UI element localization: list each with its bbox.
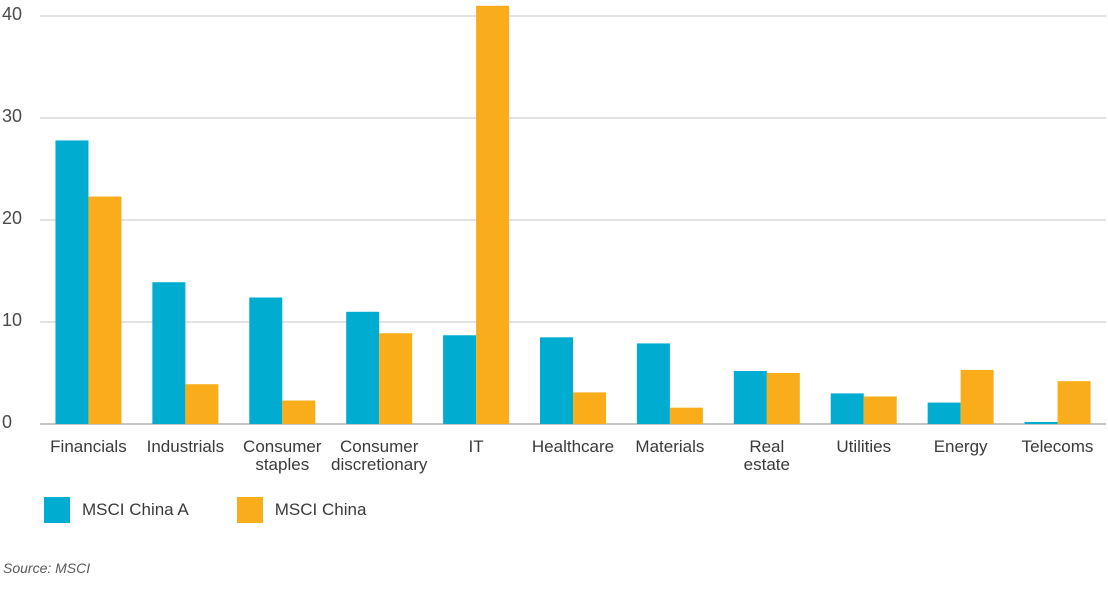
x-tick-label-10: Telecoms xyxy=(1022,437,1094,456)
bar-msci-china-2 xyxy=(282,400,316,424)
y-tick-label-0: 0 xyxy=(2,412,12,432)
x-tick-label-9: Energy xyxy=(934,437,988,456)
bar-msci-china-8 xyxy=(863,396,897,424)
bar-msci-china-a-8 xyxy=(830,393,864,424)
bar-msci-china-0 xyxy=(88,196,122,424)
bar-chart: 0 10 20 30 40 Financials Industrials Consumer st… xyxy=(2,4,1106,474)
bar-msci-china-7 xyxy=(766,373,800,424)
x-tick-label-4: IT xyxy=(469,437,484,456)
bar-msci-china-9 xyxy=(960,369,994,424)
bar-msci-china-a-0 xyxy=(55,140,89,424)
x-tick-label-0: Financials xyxy=(50,437,127,456)
x-tick-label-1: Industrials xyxy=(147,437,224,456)
bar-msci-china-1 xyxy=(185,384,219,424)
x-tick-label-6: Materials xyxy=(635,437,704,456)
y-tick-label-10: 10 xyxy=(2,310,22,330)
bar-msci-china-a-4 xyxy=(443,335,477,424)
bar-msci-china-a-7 xyxy=(733,370,767,424)
y-tick-label-20: 20 xyxy=(2,208,22,228)
chart-legend: MSCI China A MSCI China xyxy=(44,497,414,523)
bar-msci-china-4 xyxy=(476,5,510,425)
y-tick-label-40: 40 xyxy=(2,4,22,24)
legend-label-msci-china: MSCI China xyxy=(274,500,367,519)
bar-msci-china-6 xyxy=(669,407,703,424)
x-tick-label-2: Consumer staples xyxy=(243,437,322,474)
x-tick-label-7: Real estate xyxy=(744,437,790,474)
bar-msci-china-10 xyxy=(1057,381,1091,424)
legend-item-msci-china-a: MSCI China A xyxy=(44,497,189,523)
source-note: Source: MSCI xyxy=(3,560,91,576)
bar-msci-china-a-10 xyxy=(1024,421,1058,424)
x-tick-label-8: Utilities xyxy=(836,437,891,456)
x-tick-label-3: Consumer discretionary xyxy=(331,437,428,474)
x-tick-label-5: Healthcare xyxy=(532,437,614,456)
bar-msci-china-a-3 xyxy=(346,311,380,424)
y-tick-label-30: 30 xyxy=(2,106,22,126)
bar-msci-china-3 xyxy=(379,333,413,424)
bar-msci-china-5 xyxy=(573,392,606,424)
bar-msci-china-a-2 xyxy=(249,297,283,424)
legend-item-msci-china: MSCI China xyxy=(236,497,367,523)
legend-label-msci-china-a: MSCI China A xyxy=(82,500,189,519)
bar-msci-china-a-9 xyxy=(927,402,961,424)
legend-swatch-msci-china-a xyxy=(44,497,70,523)
bar-msci-china-a-5 xyxy=(540,337,573,424)
legend-swatch-msci-china xyxy=(236,497,263,523)
bar-msci-china-a-1 xyxy=(152,282,186,424)
bar-msci-china-a-6 xyxy=(636,343,670,424)
